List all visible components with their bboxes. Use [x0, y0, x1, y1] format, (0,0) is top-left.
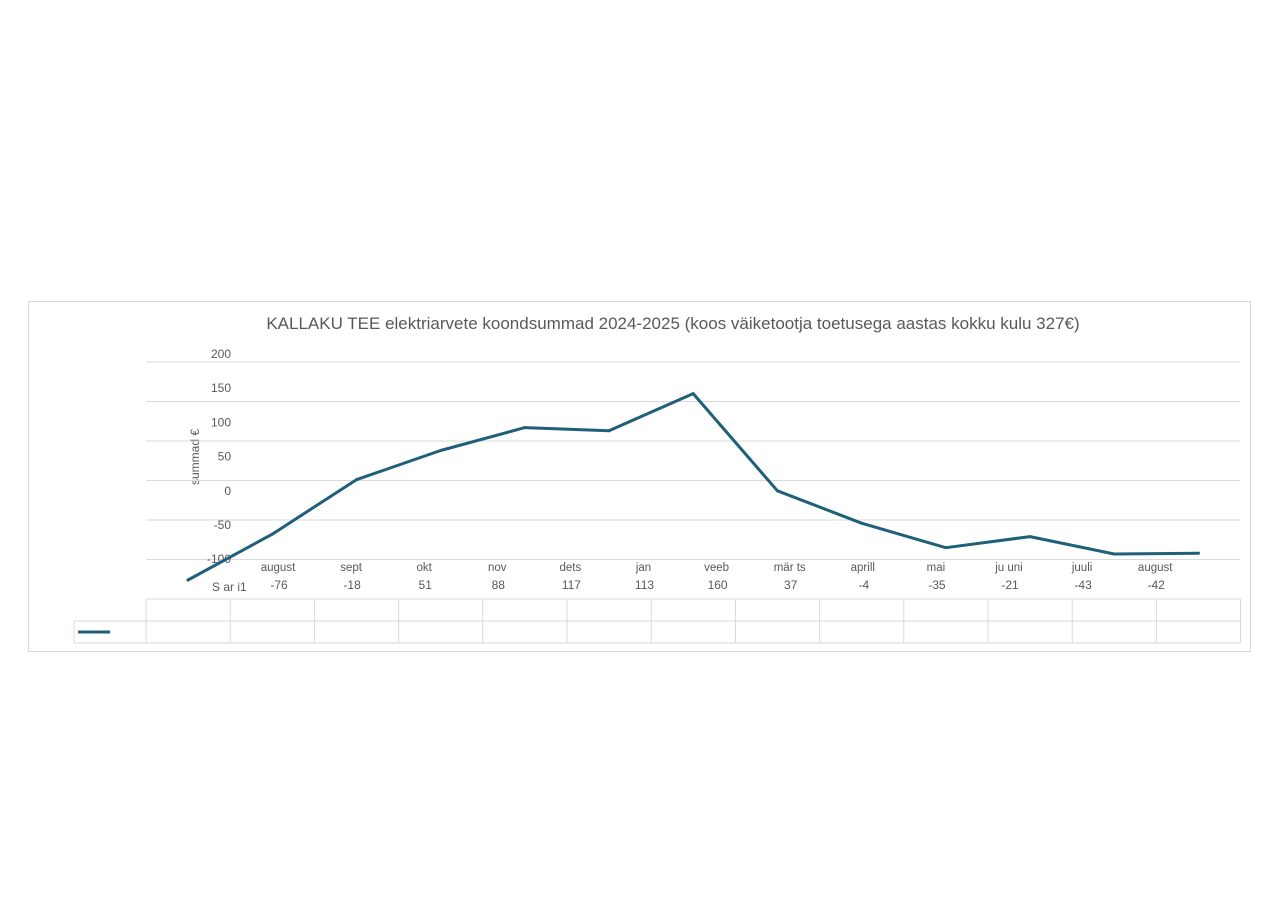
category-label: dets	[560, 562, 582, 574]
value-label: -42	[1148, 578, 1166, 592]
series-layer	[186, 392, 1200, 582]
y-tick-label: -50	[214, 518, 232, 532]
data-point	[439, 448, 443, 452]
y-axis-label: summad €	[188, 429, 202, 485]
y-tick-labels: 200 150 100 50 0 -50 -100	[207, 347, 231, 566]
data-table	[73, 598, 1242, 644]
category-label: okt	[417, 562, 433, 574]
value-label: 51	[419, 578, 433, 592]
y-tick-label: 150	[211, 381, 231, 395]
value-labels: S ar i1 -76 -18 51 88 117 113 160 37 -4 -35 -21 -43 -…	[212, 578, 1165, 594]
value-label: -4	[858, 578, 869, 592]
chart-title: KALLAKU TEE elektriarvete koondsummad 20…	[266, 314, 1079, 333]
data-point	[186, 578, 190, 582]
category-label: ju uni	[994, 562, 1023, 574]
value-label: -43	[1074, 578, 1092, 592]
y-tick-label: 0	[224, 484, 231, 498]
category-label: aprill	[851, 562, 875, 574]
value-label: -35	[928, 578, 946, 592]
value-label: 160	[708, 578, 728, 592]
data-point	[691, 392, 695, 396]
value-label: 113	[635, 578, 654, 592]
data-point	[354, 478, 358, 482]
category-label: mai	[927, 562, 946, 574]
y-tick-label: 200	[211, 347, 231, 361]
data-point	[1196, 551, 1200, 555]
category-label: august	[1138, 562, 1173, 574]
data-point	[1112, 552, 1116, 556]
y-tick-label: 100	[211, 415, 231, 429]
series-name-label: S ar i1	[212, 580, 247, 594]
value-label: 88	[492, 578, 506, 592]
data-point	[270, 532, 274, 536]
category-label: nov	[488, 562, 507, 574]
value-label: -76	[270, 578, 288, 592]
category-label: jan	[635, 562, 651, 574]
line-chart: KALLAKU TEE elektriarvete koondsummad 20…	[73, 314, 1242, 644]
gridlines	[146, 361, 1240, 560]
category-label: sept	[340, 562, 363, 574]
data-point	[775, 489, 779, 493]
data-point	[607, 429, 611, 433]
category-label: veeb	[704, 562, 729, 574]
chart-frame: KALLAKU TEE elektriarvete koondsummad 20…	[28, 301, 1251, 652]
data-point	[523, 426, 527, 430]
category-labels: august sept okt nov dets jan veeb mär ts aprill m…	[261, 562, 1174, 574]
category-label: juuli	[1071, 562, 1092, 574]
value-label: -18	[343, 578, 361, 592]
data-point	[944, 546, 948, 550]
value-label: -21	[1001, 578, 1019, 592]
y-tick-label: 50	[218, 450, 232, 464]
value-label: 37	[784, 578, 798, 592]
data-point	[860, 521, 864, 525]
y-tick-label: -100	[207, 552, 231, 566]
data-point	[1028, 535, 1032, 539]
category-label: mär ts	[774, 562, 806, 574]
value-label: 117	[562, 578, 581, 592]
series-line	[186, 392, 1200, 582]
category-label: august	[261, 562, 296, 574]
